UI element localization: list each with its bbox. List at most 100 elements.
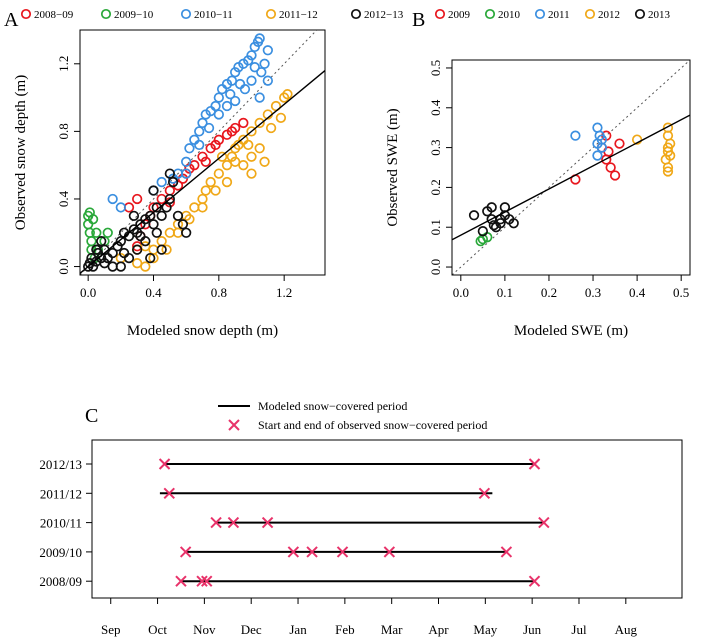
- point-201213-20: [151, 227, 162, 238]
- legend-marker: [100, 8, 112, 20]
- row-label: 2008/09: [39, 574, 82, 589]
- y-tick-label: 0.2: [428, 179, 443, 195]
- point-201213-29: [132, 244, 143, 255]
- point-200910-7: [102, 227, 113, 238]
- point-201011-41: [225, 89, 236, 100]
- point-201213-34: [145, 252, 156, 264]
- observed-mark: [179, 546, 192, 558]
- point-201011-16: [243, 55, 254, 66]
- point-201112-3: [148, 244, 159, 255]
- point-2012-7: [662, 162, 674, 173]
- point-201213-18: [145, 210, 156, 222]
- point-200809-21: [123, 202, 135, 213]
- point-201011-2: [184, 143, 195, 154]
- point-201011-39: [249, 62, 260, 73]
- point-201011-36: [107, 193, 118, 205]
- point-200910-9: [84, 207, 95, 218]
- point-201011-4: [194, 126, 205, 137]
- row-label: 2009/10: [39, 545, 82, 560]
- point-201011-24: [254, 92, 265, 103]
- observed-mark: [196, 575, 208, 587]
- point-201213-6: [96, 252, 107, 264]
- point-201112-5: [164, 227, 175, 238]
- point-201112-24: [275, 112, 287, 124]
- point-201213-25: [172, 210, 184, 222]
- point-200910-1: [83, 219, 94, 230]
- legend-marker: [484, 8, 496, 20]
- observed-mark: [500, 546, 513, 558]
- point-200910-5: [91, 227, 102, 238]
- month-tick-label: Feb: [335, 622, 355, 637]
- x-tick-label: 0.5: [673, 285, 689, 300]
- timeline-frame: [91, 439, 683, 599]
- month-tick-label: Jan: [289, 622, 307, 637]
- point-201112-8: [189, 202, 200, 213]
- y-tick-label: 0.0: [428, 259, 443, 275]
- x-tick-label: 0.8: [211, 285, 227, 300]
- observed-mark: [175, 575, 187, 587]
- point-201213-43: [118, 247, 130, 259]
- point-201213-27: [181, 227, 192, 238]
- legend-label: 2011: [548, 9, 570, 21]
- point-201011-13: [230, 67, 241, 78]
- month-tick-label: Aug: [615, 622, 638, 637]
- panel-c: C Modeled snow−covered period Start and en…: [39, 399, 683, 637]
- point-2013-0: [468, 210, 480, 221]
- point-2009-5: [614, 138, 625, 149]
- point-201011-40: [234, 78, 246, 90]
- point-201112-33: [184, 214, 195, 225]
- panel-label-b: B: [412, 9, 425, 31]
- month-tick-label: Jul: [571, 622, 587, 637]
- x-axis-label: Modeled snow depth (m): [127, 323, 278, 339]
- point-201112-35: [161, 244, 172, 255]
- legend-marker: [180, 8, 192, 20]
- point-201112-13: [221, 160, 233, 171]
- observed-mark: [158, 458, 171, 470]
- point-201112-37: [140, 261, 151, 272]
- point-201213-22: [161, 202, 172, 213]
- point-201011-31: [194, 139, 205, 151]
- plot-area: [80, 30, 325, 275]
- point-201112-4: [156, 236, 167, 247]
- point-201011-25: [246, 75, 257, 86]
- point-201011-26: [239, 83, 251, 95]
- point-201112-11: [205, 176, 216, 188]
- observed-mark: [306, 546, 318, 558]
- point-201112-28: [238, 160, 249, 171]
- x-axis-label: Modeled SWE (m): [514, 323, 628, 339]
- point-201011-10: [216, 83, 228, 95]
- point-2011-6: [596, 134, 608, 145]
- legend-marker: [534, 8, 546, 20]
- point-201213-37: [96, 236, 107, 247]
- point-2012-9: [665, 150, 676, 161]
- point-2011-0: [570, 130, 581, 141]
- point-201011-1: [181, 156, 192, 167]
- point-201112-41: [243, 139, 254, 151]
- point-201011-34: [156, 176, 167, 188]
- x-tick-label: 0.1: [497, 285, 513, 300]
- observed-mark: [528, 458, 541, 470]
- observed-mark: [163, 487, 175, 500]
- plot-frame: [451, 59, 691, 276]
- point-2009-3: [605, 162, 616, 173]
- month-tick-label: Apr: [428, 622, 449, 637]
- point-2011-5: [592, 150, 603, 161]
- x-tick-label: 1.2: [276, 285, 292, 300]
- point-201213-31: [115, 261, 126, 272]
- point-201011-22: [259, 58, 270, 69]
- observed-mark: [210, 516, 222, 529]
- x-tick-label: 0.3: [585, 285, 601, 300]
- point-201112-30: [221, 176, 233, 188]
- point-201112-31: [210, 185, 221, 196]
- point-201213-21: [156, 210, 167, 222]
- point-201112-25: [265, 122, 277, 134]
- point-200809-20: [132, 193, 143, 205]
- legend-label: 2012: [598, 9, 620, 21]
- point-201112-23: [282, 89, 293, 100]
- legend-label: 2009: [448, 9, 471, 21]
- panel-b: 0.0 0.1 0.2 0.3 0.4 0.5 0.0 0.1 0.2 0.3 0.4 0.5 Mode…: [385, 8, 691, 339]
- point-200809-5: [156, 193, 167, 205]
- legend-marker: [634, 8, 646, 20]
- point-201011-23: [262, 75, 273, 86]
- legend-marker: [265, 8, 277, 20]
